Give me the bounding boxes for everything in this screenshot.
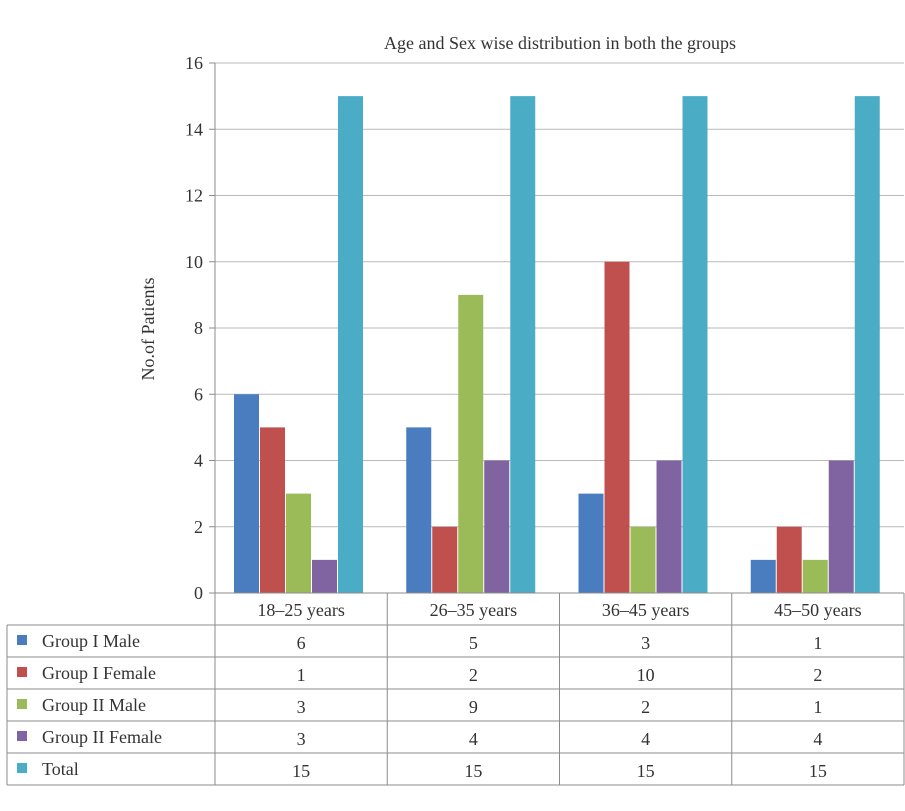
legend-swatch	[17, 667, 27, 677]
table-cell-value: 2	[641, 697, 650, 717]
bar	[656, 460, 682, 593]
table-cell-value: 15	[809, 761, 827, 781]
table-cell-value: 1	[813, 697, 822, 717]
table-cell-value: 6	[297, 633, 306, 653]
legend-swatch	[17, 699, 27, 709]
y-tick-label: 4	[194, 451, 203, 471]
y-tick-label: 12	[185, 186, 203, 206]
y-tick-label: 16	[185, 53, 203, 73]
series-label: Group II Male	[42, 695, 146, 715]
table-cell-value: 5	[469, 633, 478, 653]
bar	[312, 559, 337, 593]
table-cell-value: 3	[641, 633, 650, 653]
category-label: 45–50 years	[774, 600, 861, 620]
bar	[338, 96, 363, 593]
legend-swatch	[17, 763, 27, 773]
table-cell-value: 15	[637, 761, 655, 781]
bar	[776, 526, 802, 593]
bar	[828, 460, 854, 593]
bar	[802, 559, 828, 593]
table-cell-value: 15	[464, 761, 482, 781]
category-label: 36–45 years	[602, 600, 689, 620]
bar	[286, 493, 311, 593]
bar	[750, 559, 776, 593]
series-label: Group II Female	[42, 727, 162, 747]
table-cell-value: 3	[297, 729, 306, 749]
bar	[406, 427, 432, 593]
table-cell-value: 1	[297, 665, 306, 685]
table-cell-value: 3	[297, 697, 306, 717]
chart-title: Age and Sex wise distribution in both th…	[384, 33, 736, 53]
bars	[234, 96, 880, 593]
table-cell-value: 9	[469, 697, 478, 717]
bar	[604, 261, 630, 593]
table-cell-value: 4	[641, 729, 650, 749]
bar	[578, 493, 604, 593]
y-tick-label: 10	[185, 252, 203, 272]
table-cell-value: 4	[469, 729, 478, 749]
table-cell-value: 2	[469, 665, 478, 685]
data-table: 18–25 years 26–35 years 36–45 years 45–50 y…	[6, 592, 905, 786]
legend-swatch	[17, 635, 27, 645]
category-label: 18–25 years	[257, 600, 344, 620]
table-cell-value: 4	[813, 729, 822, 749]
bar	[260, 427, 285, 593]
y-tick-label: 6	[194, 384, 203, 404]
table-cell-value: 2	[813, 665, 822, 685]
bar	[682, 96, 708, 593]
series-label: Group I Female	[42, 663, 156, 683]
bar	[630, 526, 656, 593]
gridlines	[209, 62, 904, 594]
bar	[854, 96, 880, 593]
series-label: Total	[42, 759, 79, 779]
bar	[458, 294, 484, 593]
legend-swatch	[17, 731, 27, 741]
series-label: Group I Male	[42, 631, 140, 651]
bar	[234, 394, 259, 593]
y-tick-label: 8	[194, 318, 203, 338]
y-tick-label: 14	[185, 119, 203, 139]
y-tick-label: 2	[194, 517, 203, 537]
bar	[510, 96, 536, 593]
bar	[484, 460, 510, 593]
y-axis-label: No.of Patients	[138, 278, 158, 381]
category-label: 26–35 years	[430, 600, 517, 620]
y-tick-label: 0	[194, 583, 203, 603]
table-cell-value: 10	[637, 665, 655, 685]
table-cell-value: 1	[813, 633, 822, 653]
bar	[432, 526, 458, 593]
y-tick-labels: 0 2 4 6 8 10 12 14 16	[185, 53, 203, 603]
table-cell-value: 15	[292, 761, 310, 781]
